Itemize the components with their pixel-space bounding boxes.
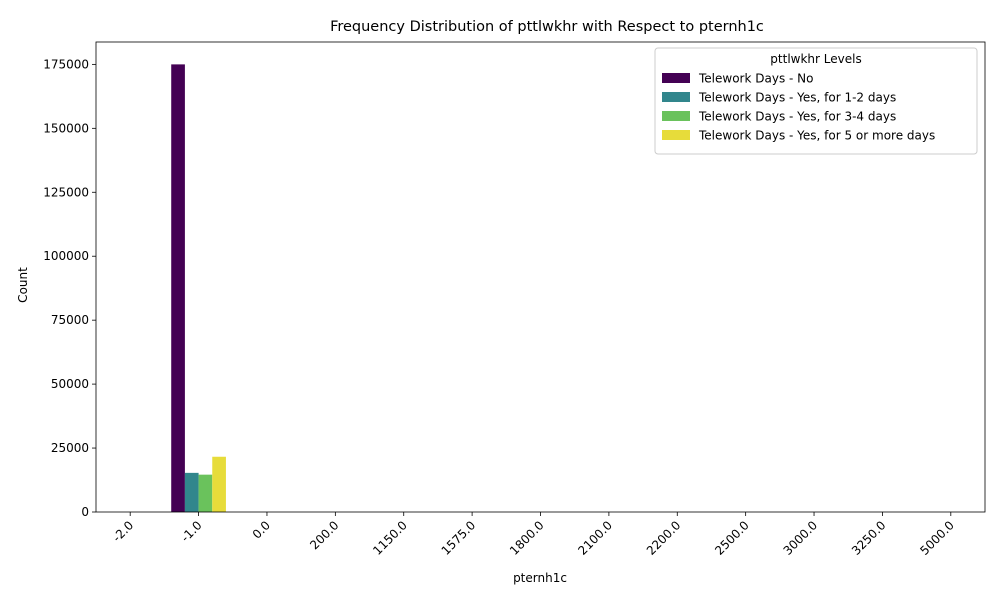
y-tick-label: 125000 bbox=[43, 185, 89, 199]
legend-label: Telework Days - Yes, for 1-2 days bbox=[698, 91, 896, 105]
bar bbox=[184, 472, 199, 512]
bar bbox=[171, 64, 185, 512]
y-tick-label: 100000 bbox=[43, 249, 89, 263]
x-tick-label: 1150.0 bbox=[370, 518, 410, 558]
plot-frame bbox=[95, 41, 986, 513]
legend-label: Telework Days - Yes, for 5 or more days bbox=[698, 129, 935, 143]
x-tick-label: 2500.0 bbox=[712, 518, 752, 558]
x-tick-label: 0.0 bbox=[250, 518, 273, 541]
legend-label: Telework Days - Yes, for 3-4 days bbox=[698, 110, 896, 124]
y-axis-label: Count bbox=[16, 267, 30, 303]
x-tick-label: 5000.0 bbox=[917, 518, 957, 558]
x-axis-label: pternh1c bbox=[513, 571, 567, 585]
y-tick-label: 0 bbox=[81, 505, 89, 519]
chart-title: Frequency Distribution of pttlwkhr with … bbox=[330, 19, 764, 35]
x-tick-label: 2100.0 bbox=[575, 518, 615, 558]
x-tick-label: 200.0 bbox=[307, 518, 341, 552]
x-tick-label: -1.0 bbox=[178, 518, 204, 544]
y-tick-label: 25000 bbox=[51, 441, 89, 455]
x-tick-label: 1575.0 bbox=[439, 518, 479, 558]
x-tick-label: 3250.0 bbox=[849, 518, 889, 558]
legend-swatch bbox=[662, 111, 690, 121]
x-tick-label: -2.0 bbox=[110, 518, 136, 544]
x-tick-label: 1800.0 bbox=[507, 518, 547, 558]
y-tick-label: 50000 bbox=[51, 377, 89, 391]
legend-label: Telework Days - No bbox=[698, 72, 813, 86]
x-tick-label: 3000.0 bbox=[781, 518, 821, 558]
bar bbox=[212, 456, 226, 512]
y-tick-label: 75000 bbox=[51, 313, 89, 327]
legend-swatch bbox=[662, 92, 690, 102]
legend: pttlwkhr Levels Telework Days - No Telewor… bbox=[654, 47, 978, 155]
y-tick-label: 175000 bbox=[43, 57, 89, 71]
legend-title: pttlwkhr Levels bbox=[770, 52, 861, 66]
legend-swatch bbox=[662, 73, 690, 83]
x-tick-label: 2200.0 bbox=[644, 518, 684, 558]
bar bbox=[198, 474, 213, 512]
y-tick-label: 150000 bbox=[43, 121, 89, 135]
legend-swatch bbox=[662, 130, 690, 140]
legend-box bbox=[654, 47, 978, 155]
